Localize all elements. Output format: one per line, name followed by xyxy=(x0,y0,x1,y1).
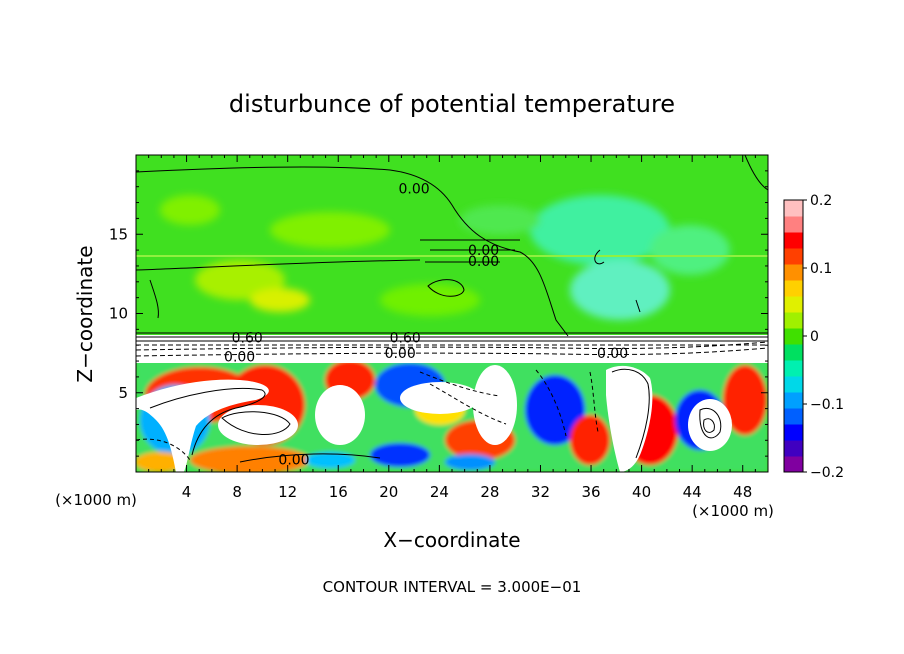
plot-area: 0.000.000.000.60 0.600.00 0.00 0.000.00 xyxy=(136,155,768,472)
contour-label: 0.00 xyxy=(468,254,499,270)
contour-line xyxy=(239,453,381,463)
colorbar-tick-label: −0.2 xyxy=(810,465,844,481)
contour-line xyxy=(427,279,465,297)
neutral-region xyxy=(688,399,732,451)
neutral-region xyxy=(136,379,269,472)
contour-line xyxy=(136,166,569,337)
contour-line xyxy=(635,299,641,313)
neutral-region xyxy=(315,385,365,445)
contour-line xyxy=(589,371,599,433)
x-tick-label: 8 xyxy=(232,483,242,501)
x-tick-label: 12 xyxy=(278,483,297,501)
y-axis-label: Z−coordinate xyxy=(73,245,97,382)
contour-label: 0.00 xyxy=(224,349,255,365)
colorbar-swatch xyxy=(784,424,803,441)
colorbar-swatch xyxy=(784,248,803,265)
x-tick-label: 48 xyxy=(733,483,752,501)
neutral-region xyxy=(473,365,517,445)
contour-label: 0.60 xyxy=(390,330,421,346)
y-tick-label: 10 xyxy=(109,305,128,323)
x-tick-label: 24 xyxy=(430,483,449,501)
x-tick-label: 32 xyxy=(531,483,550,501)
x-unit-label: (×1000 m) xyxy=(692,502,774,520)
x-tick-label: 28 xyxy=(480,483,499,501)
colorbar-swatch xyxy=(784,344,803,361)
x-tick-label: 4 xyxy=(182,483,192,501)
contour-line xyxy=(699,408,722,439)
field-upper-patches xyxy=(160,195,730,320)
colorbar-swatch xyxy=(784,264,803,281)
x-axis: 4 8 12 16 20 24 28 32 36 40 44 48 xyxy=(148,155,756,501)
colorbar-tick-label: 0 xyxy=(810,329,819,345)
x-tick-label: 20 xyxy=(379,483,398,501)
colorbar-swatch xyxy=(784,392,803,409)
colorbar-swatch xyxy=(784,216,803,233)
colorbar-swatch xyxy=(784,296,803,313)
x-tick-label: 36 xyxy=(581,483,600,501)
contour-line xyxy=(136,347,768,357)
contour-line xyxy=(136,438,191,461)
colorbar-swatch xyxy=(784,232,803,249)
colorbar-swatch xyxy=(784,440,803,457)
colorbar-tick-label: 0.2 xyxy=(810,193,832,209)
colorbar-swatch xyxy=(784,280,803,297)
colorbar-swatch xyxy=(784,408,803,425)
contour-label: 0.00 xyxy=(398,181,429,197)
colorbar-swatch xyxy=(784,456,803,473)
contour-label: 0.00 xyxy=(278,452,309,468)
contour-lines xyxy=(136,155,768,463)
contour-line xyxy=(149,279,159,319)
colorbar-tick-label: −0.1 xyxy=(810,397,844,413)
contour-line xyxy=(221,411,291,435)
colorbar-swatch xyxy=(784,376,803,393)
colorbar-tick-label: 0.1 xyxy=(810,261,832,277)
contour-label: 0.00 xyxy=(385,346,416,362)
contour-label: 0.00 xyxy=(597,346,628,362)
contour-line xyxy=(136,259,421,271)
x-axis-label: X−coordinate xyxy=(383,528,520,552)
contour-line xyxy=(703,418,715,433)
contour-label: 0.60 xyxy=(232,330,263,346)
x-tick-label: 44 xyxy=(683,483,702,501)
contour-labels: 0.000.000.000.60 0.600.00 0.00 0.000.00 xyxy=(224,181,628,468)
colorbar-swatch xyxy=(784,200,803,217)
contour-line xyxy=(535,369,567,437)
contour-line xyxy=(744,155,768,191)
y-axis: 5 10 15 xyxy=(109,170,768,457)
contour-line xyxy=(419,371,501,397)
neutral-region xyxy=(218,405,298,445)
colorbar-swatch xyxy=(784,312,803,329)
contour-line xyxy=(611,368,650,459)
contour-line xyxy=(429,383,507,425)
y-tick-label: 15 xyxy=(109,225,128,243)
contour-line xyxy=(149,387,266,456)
y-tick-label: 5 xyxy=(118,384,128,402)
x-tick-label: 40 xyxy=(632,483,651,501)
contour-interval-footer: CONTOUR INTERVAL = 3.000E−01 xyxy=(323,578,582,596)
neutral-region xyxy=(400,382,480,414)
field-neutral-regions xyxy=(136,335,768,472)
contour-line xyxy=(136,341,768,351)
colorbar-swatch xyxy=(784,360,803,377)
contour-line xyxy=(594,249,605,265)
chart-title: disturbunce of potential temperature xyxy=(229,90,675,118)
contour-label: 0.00 xyxy=(468,243,499,259)
colorbar: 0.2 0.1 0 −0.1 −0.2 xyxy=(783,193,844,481)
x-tick-label: 16 xyxy=(329,483,348,501)
neutral-band xyxy=(136,335,768,363)
colorbar-swatch xyxy=(784,328,803,345)
y-unit-label: (×1000 m) xyxy=(55,491,137,509)
